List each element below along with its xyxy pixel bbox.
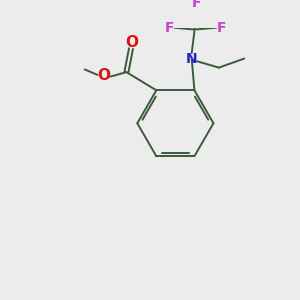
Text: O: O <box>125 35 138 50</box>
Text: N: N <box>186 52 197 66</box>
Text: F: F <box>164 21 174 35</box>
Text: F: F <box>217 21 226 35</box>
Text: F: F <box>191 0 201 10</box>
Text: O: O <box>97 68 110 83</box>
